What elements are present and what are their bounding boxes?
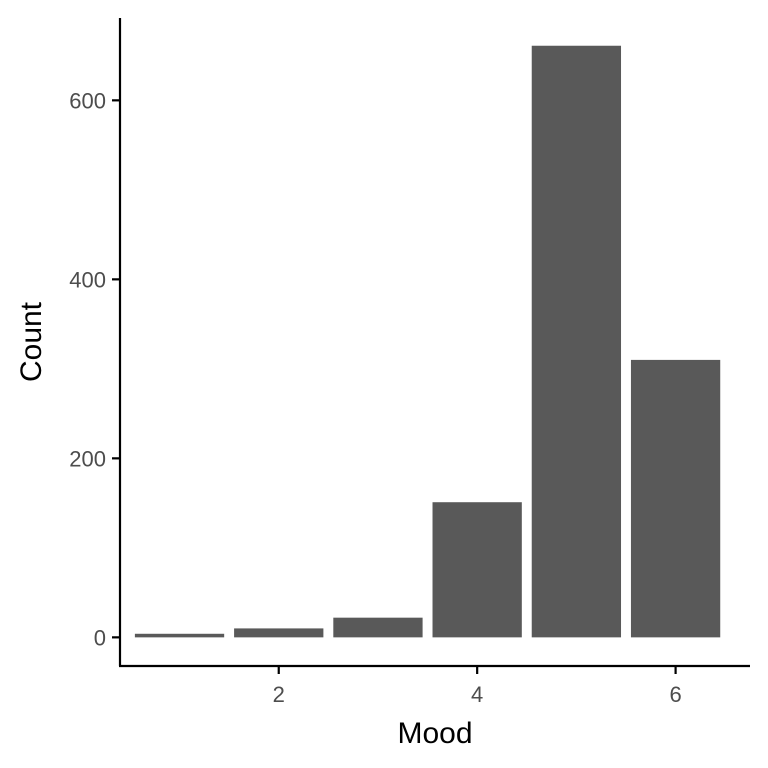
x-tick-label: 4 [471,682,483,707]
bars-group [134,45,721,638]
bar-mood-1 [134,633,225,638]
bar-mood-5 [531,45,622,638]
x-axis-title: Mood [397,717,472,750]
bar-mood-4 [432,502,522,638]
y-axis-title: Count [15,301,48,382]
y-ticks-group: 0 200 400 600 [69,88,120,650]
bar-mood-2 [234,628,324,638]
x-tick-label: 6 [669,682,681,707]
y-tick-label: 400 [69,267,106,292]
x-tick-label: 2 [273,682,285,707]
bar-mood-6 [630,359,721,638]
y-tick-label: 600 [69,88,106,113]
y-tick-label: 200 [69,446,106,471]
x-ticks-group: 2 4 6 [273,666,682,707]
y-tick-label: 0 [94,625,106,650]
bar-mood-3 [333,617,423,638]
